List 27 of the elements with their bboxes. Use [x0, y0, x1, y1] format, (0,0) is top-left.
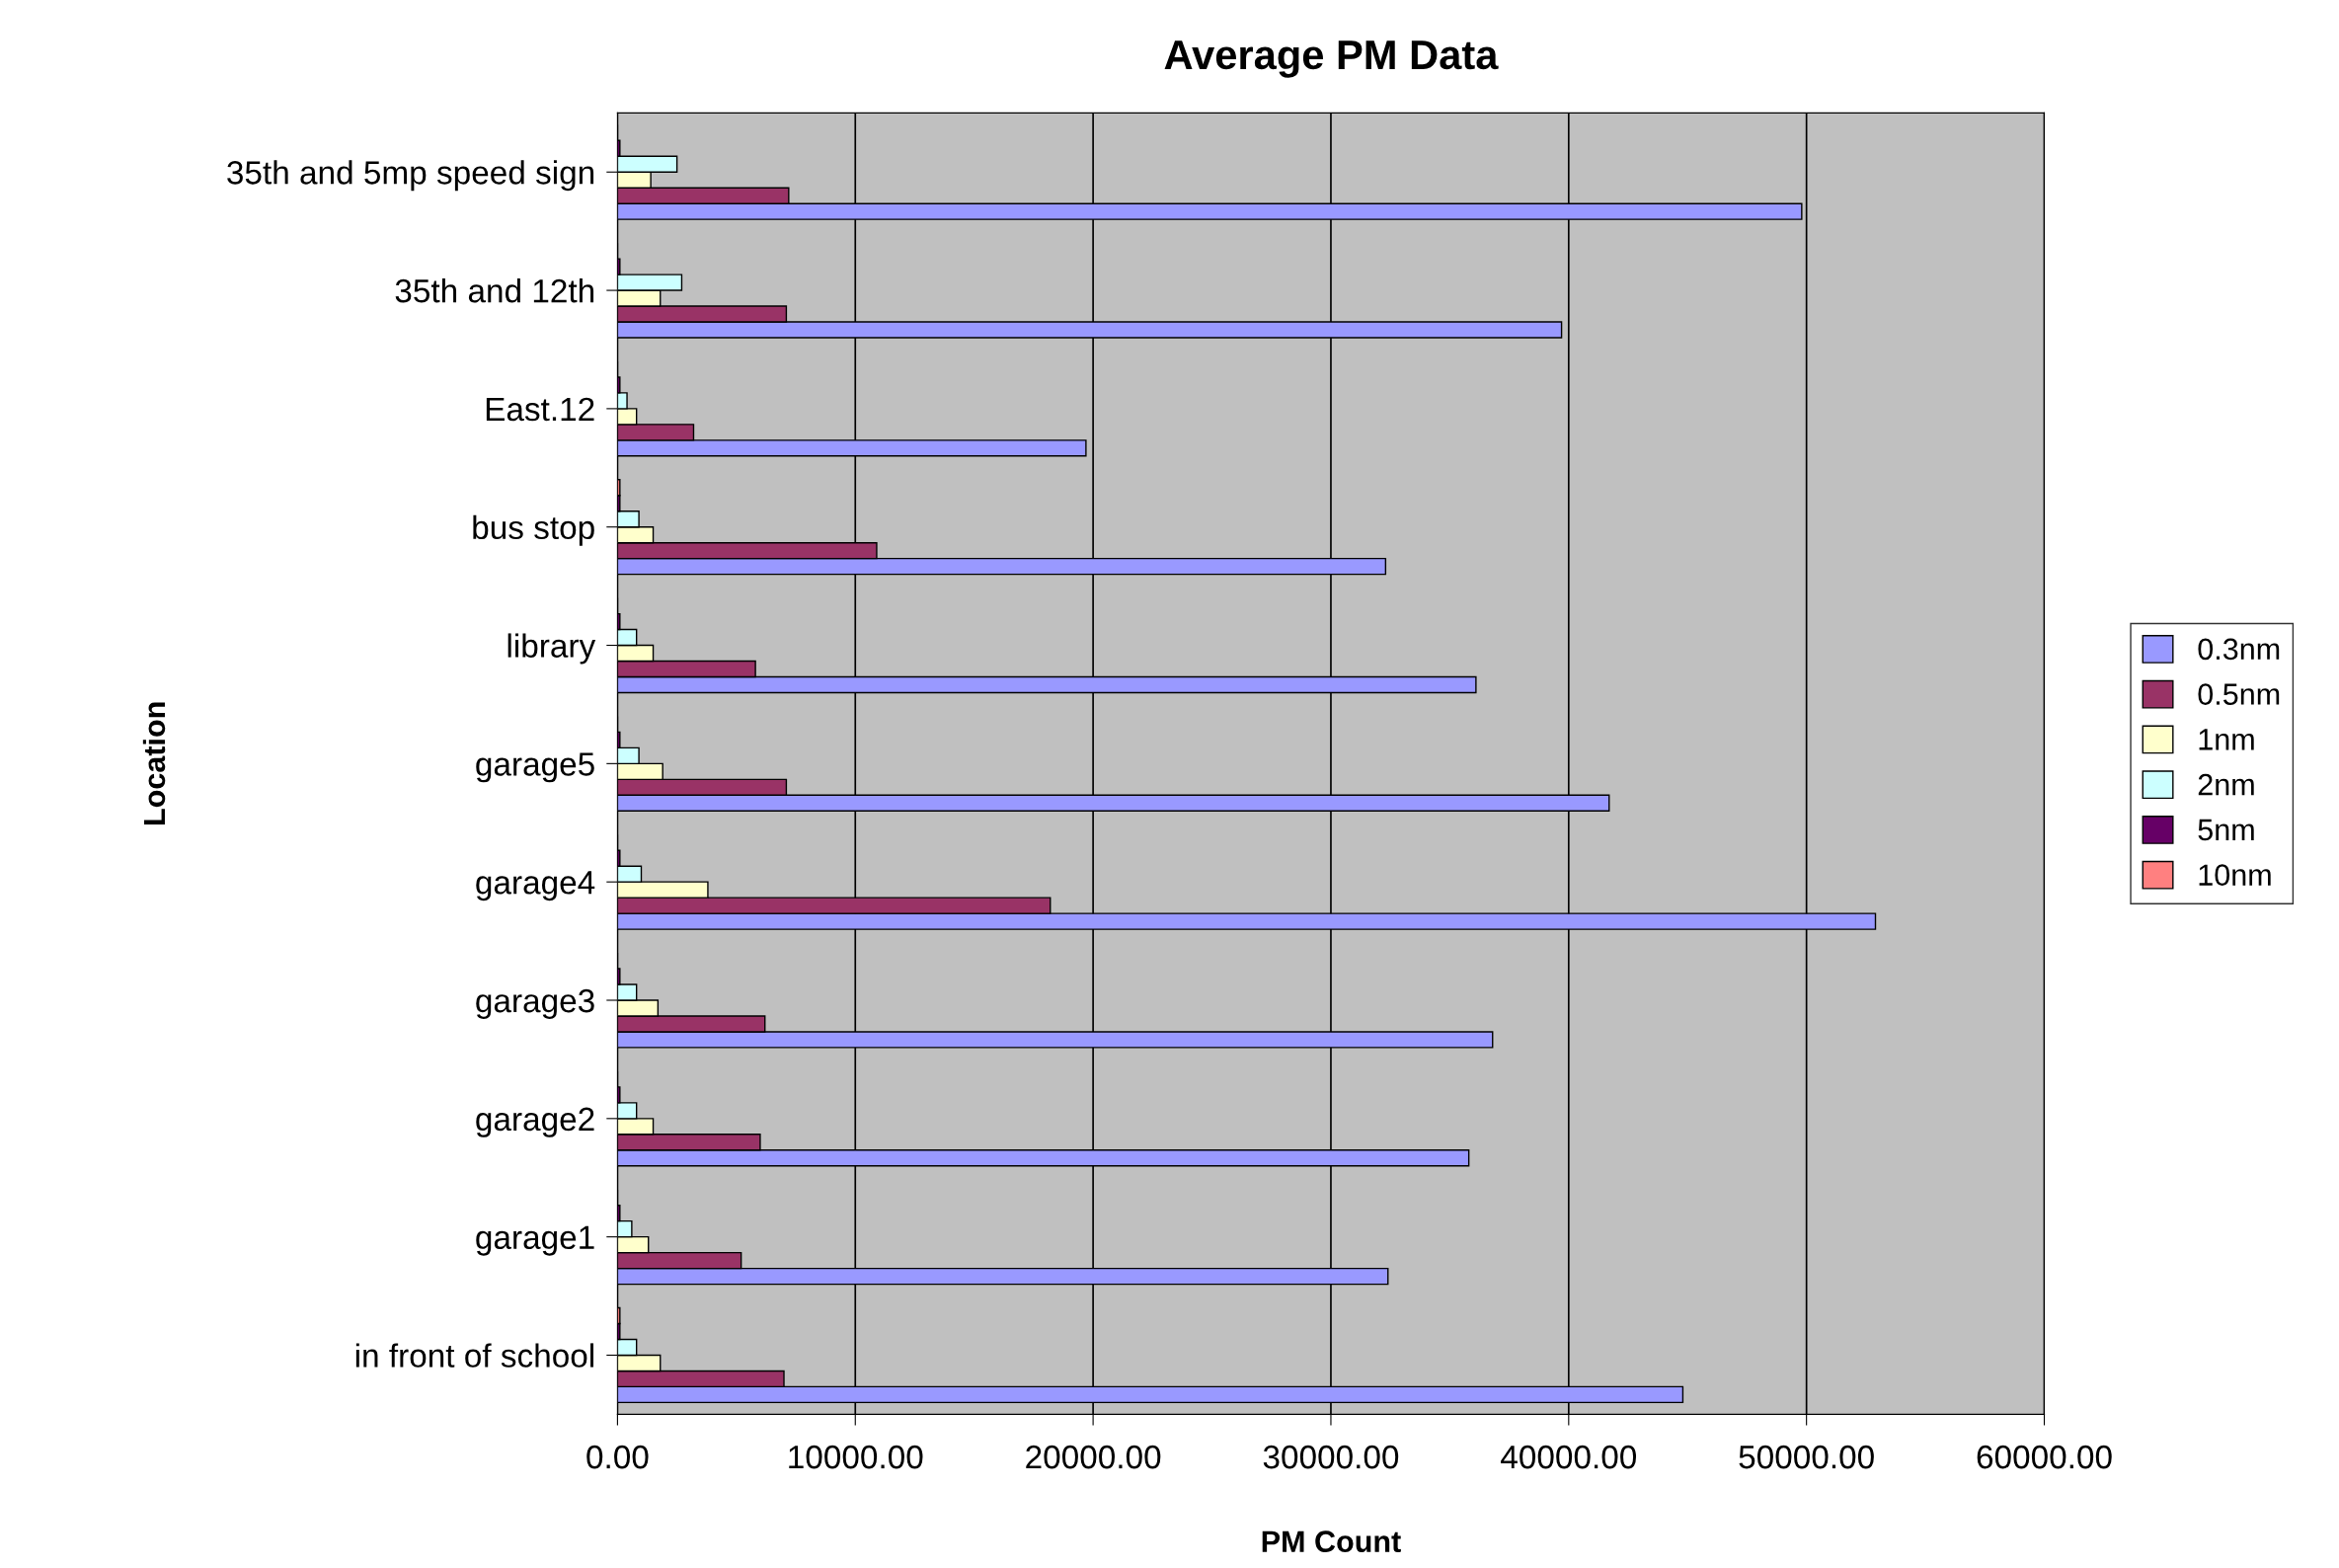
y-tick-label: East.12	[486, 397, 594, 422]
y-tick-label: bus stop	[473, 514, 594, 546]
x-tick-label: 0.00	[586, 1445, 649, 1469]
legend-label: 0.5nm	[2198, 683, 2280, 705]
x-tick-label: 10000.00	[789, 1445, 923, 1469]
x-tick-label: 20000.00	[1026, 1445, 1161, 1469]
y-tick-label: 35th and 12th	[395, 277, 594, 303]
x-tick-label: 60000.00	[1977, 1445, 2112, 1469]
legend-label: 10nm	[2199, 864, 2271, 886]
x-axis-title: PM Count	[1262, 1530, 1401, 1552]
x-tick-label: 40000.00	[1501, 1445, 1637, 1469]
legend-label: 5nm	[2198, 819, 2254, 841]
y-tick-label: 35th and 5mp speed sign	[227, 160, 594, 192]
legend-label: 0.3nm	[2198, 638, 2280, 661]
y-tick-label: garage5	[476, 752, 594, 783]
y-tick-label: in front of school	[355, 1343, 593, 1368]
chart-title: Average PM Data	[1164, 40, 1499, 78]
x-tick-label: 50000.00	[1739, 1445, 1874, 1469]
y-tick-label: garage2	[476, 1107, 594, 1137]
y-tick-label: garage4	[476, 871, 595, 902]
legend-label: 1nm	[2199, 729, 2254, 750]
y-tick-label: library	[507, 633, 596, 665]
x-tick-label: 30000.00	[1263, 1445, 1399, 1469]
y-tick-label: garage3	[476, 988, 594, 1019]
legend-label: 2nm	[2198, 773, 2254, 796]
y-tick-label: garage1	[476, 1225, 594, 1256]
y-axis-title: Location	[142, 702, 166, 824]
